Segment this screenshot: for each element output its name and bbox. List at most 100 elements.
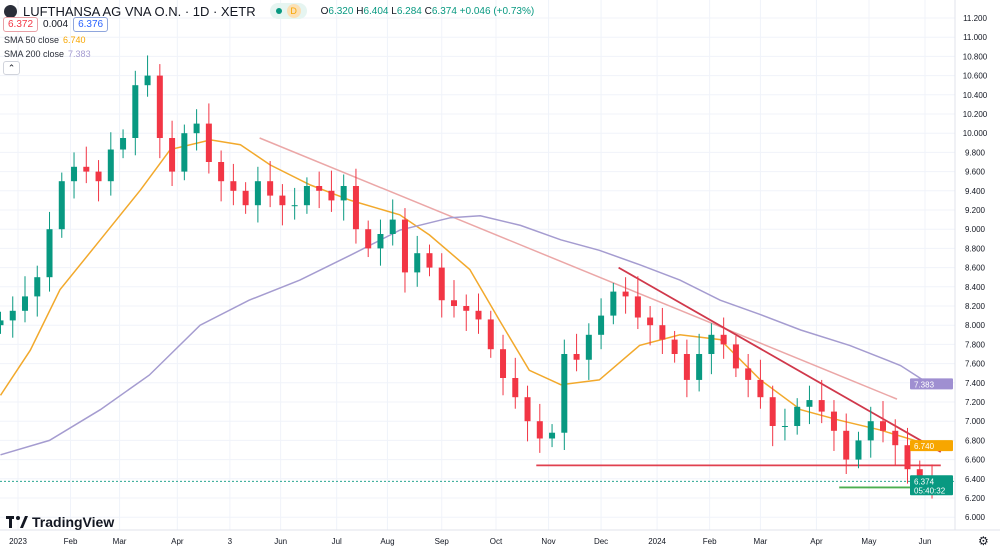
candle-body [720,334,727,345]
candle-body [818,400,825,412]
x-tick-label: Mar [113,537,127,546]
y-tick-label: 7.200 [965,398,986,407]
candle-body [181,133,188,172]
candle-body [340,186,347,201]
candle-body [132,85,139,138]
candle-body [647,317,654,326]
candle-body [169,138,176,172]
candle-body [781,426,788,427]
candle-body [806,400,813,407]
market-status[interactable]: D [269,3,307,19]
candle-body [120,138,127,150]
settings-gear-icon[interactable]: ⚙ [978,534,989,548]
price-label-box [910,475,953,496]
candle-body [794,406,801,426]
candle-body [671,339,678,354]
candle-body [512,378,519,398]
candle-body [9,310,16,321]
price-label-text: 6.374 [914,477,935,486]
candle-body [316,186,323,191]
tradingview-logo[interactable]: TradingView [6,514,114,530]
buy-price-button[interactable]: 6.376 [73,17,109,32]
candle-body [463,306,470,311]
candle-body [830,411,837,431]
candle-body [267,181,274,196]
y-tick-label: 6.400 [965,475,986,484]
candle-body [475,310,482,320]
candle-body [757,379,764,398]
x-tick-label: Aug [380,537,394,546]
candle-body [916,469,923,479]
x-tick-label: Jul [332,537,342,546]
x-tick-label: 3 [228,537,233,546]
chevron-up-icon: ⌃ [7,63,16,73]
y-tick-label: 9.400 [965,187,986,196]
candle-body [22,296,29,311]
collapse-legend-button[interactable]: ⌃ [3,61,20,75]
sell-price-button[interactable]: 6.372 [3,17,39,32]
x-tick-label: Dec [594,537,608,546]
y-tick-label: 7.800 [965,340,986,349]
y-tick-label: 9.200 [965,206,986,215]
symbol-legend: LUFTHANSA AG VNA O.N. · 1D · XETR D O6.3… [4,3,534,19]
candle-body [622,291,629,297]
candle-body [879,421,886,431]
sma200-line [0,215,931,456]
x-tick-label: Feb [703,537,717,546]
symbol-title[interactable]: LUFTHANSA AG VNA O.N. · 1D · XETR [23,3,256,19]
candle-body [205,123,212,162]
candle-body [46,229,53,278]
candle-body [769,397,776,426]
candle-body [610,291,617,316]
candle-body [450,300,457,306]
candle-body [683,354,690,380]
candles [0,55,936,499]
candle-body [365,229,372,249]
candle-body [0,320,4,326]
x-tick-label: Feb [64,537,78,546]
candle-body [892,430,899,446]
indicator-sma200[interactable]: SMA 200 close 7.383 [4,49,91,59]
x-tick-label: Apr [810,537,823,546]
candle-body [708,334,715,354]
candle-body [83,166,90,172]
x-tick-label: 2024 [648,537,666,546]
bid-ask: 6.372 0.004 6.376 [3,17,109,32]
y-tick-label: 8.200 [965,302,986,311]
candle-body [487,319,494,350]
candle-body [242,190,249,206]
candle-body [745,368,752,380]
candle-body [144,75,151,86]
candle-body [573,354,580,360]
candle-body [561,354,568,433]
y-tick-label: 8.400 [965,283,986,292]
y-tick-label: 10.200 [963,110,988,119]
candle-body [58,181,65,230]
price-label-box [910,378,953,390]
x-tick-label: May [861,537,876,546]
indicator-sma50[interactable]: SMA 50 close 6.740 [4,35,86,45]
sma50-line [0,139,935,447]
trend-red-line [618,266,942,453]
candle-body [377,234,384,249]
y-tick-label: 9.600 [965,168,986,177]
candle-body [659,325,666,340]
y-tick-label: 10.000 [963,129,988,138]
y-tick-label: 8.000 [965,321,986,330]
y-tick-label: 6.200 [965,494,986,503]
price-change: +0.046 (+0.73%) [459,5,535,17]
x-tick-label: Apr [171,537,184,546]
price-label-box [910,440,953,452]
countdown-text: 05:40:32 [914,486,946,495]
candle-body [156,75,163,138]
market-open-dot-icon [275,8,282,14]
y-tick-label: 6.800 [965,436,986,445]
candle-body [107,149,114,182]
trend-drawings [0,137,955,489]
candle-body [193,123,200,134]
symbol-logo-icon [4,4,17,18]
tradingview-logo-icon [6,516,28,528]
x-tick-label: Jun [274,537,287,546]
